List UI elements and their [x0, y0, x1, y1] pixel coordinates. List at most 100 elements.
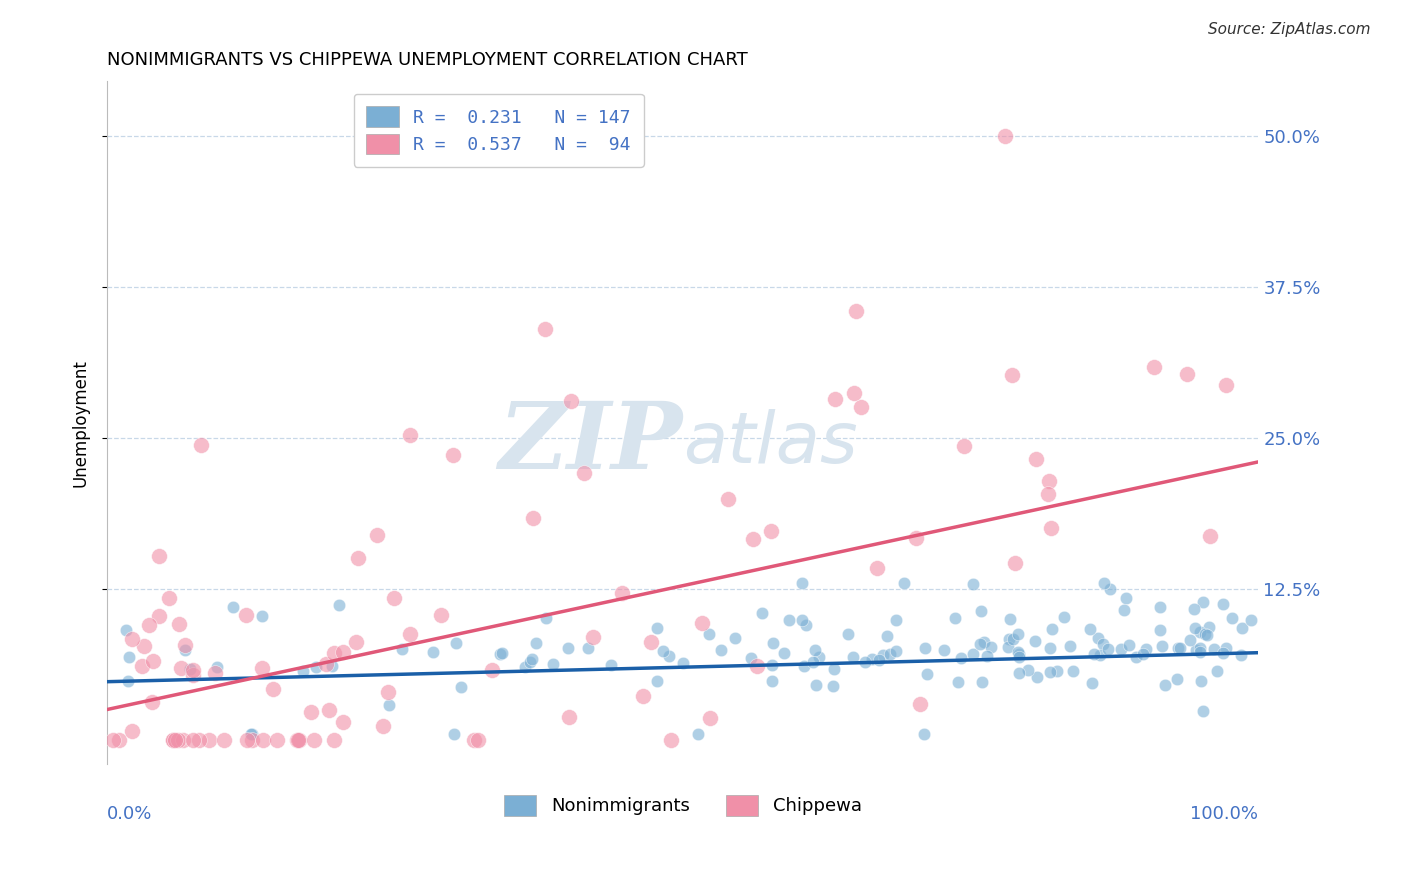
- Point: [240, 726, 263, 740]
- Point: [912, 726, 935, 740]
- Point: [522, 652, 544, 666]
- Point: [962, 647, 984, 661]
- Point: [801, 656, 824, 670]
- Point: [1038, 487, 1060, 501]
- Point: [288, 732, 311, 747]
- Point: [980, 640, 1002, 655]
- Point: [761, 657, 783, 672]
- Point: [422, 645, 444, 659]
- Point: [807, 650, 830, 665]
- Point: [804, 642, 827, 657]
- Point: [1115, 591, 1137, 605]
- Point: [183, 663, 205, 677]
- Point: [174, 638, 197, 652]
- Point: [1007, 627, 1029, 641]
- Point: [441, 449, 464, 463]
- Point: [1240, 613, 1263, 627]
- Point: [121, 632, 143, 646]
- Point: [399, 427, 422, 442]
- Point: [1206, 664, 1229, 678]
- Point: [1008, 647, 1031, 661]
- Point: [172, 732, 194, 747]
- Point: [823, 661, 845, 675]
- Point: [1059, 639, 1081, 653]
- Point: [162, 732, 184, 747]
- Point: [1154, 678, 1177, 692]
- Point: [1198, 529, 1220, 543]
- Point: [823, 679, 845, 693]
- Point: [1118, 638, 1140, 652]
- Point: [581, 630, 603, 644]
- Point: [491, 647, 513, 661]
- Point: [790, 575, 813, 590]
- Point: [868, 653, 890, 667]
- Point: [1195, 628, 1218, 642]
- Point: [450, 680, 472, 694]
- Point: [190, 438, 212, 452]
- Point: [997, 640, 1019, 654]
- Point: [1062, 664, 1084, 678]
- Point: [1166, 672, 1188, 686]
- Point: [994, 128, 1017, 143]
- Point: [724, 631, 747, 645]
- Point: [652, 644, 675, 658]
- Point: [212, 732, 235, 747]
- Point: [142, 654, 165, 668]
- Text: ZIP: ZIP: [499, 398, 683, 488]
- Point: [347, 550, 370, 565]
- Point: [344, 635, 367, 649]
- Point: [291, 664, 314, 678]
- Point: [1149, 600, 1171, 615]
- Point: [932, 642, 955, 657]
- Point: [366, 528, 388, 542]
- Point: [1040, 521, 1063, 535]
- Point: [519, 655, 541, 669]
- Point: [633, 689, 655, 703]
- Point: [382, 591, 405, 605]
- Point: [876, 630, 898, 644]
- Point: [118, 649, 141, 664]
- Point: [1142, 360, 1164, 375]
- Point: [793, 658, 815, 673]
- Point: [315, 657, 337, 671]
- Point: [645, 621, 668, 635]
- Point: [240, 732, 263, 747]
- Point: [1192, 595, 1215, 609]
- Point: [285, 732, 308, 747]
- Point: [328, 598, 350, 612]
- Point: [377, 685, 399, 699]
- Point: [250, 661, 273, 675]
- Point: [198, 732, 221, 747]
- Point: [976, 648, 998, 663]
- Point: [541, 657, 564, 671]
- Point: [884, 644, 907, 658]
- Point: [560, 393, 582, 408]
- Point: [162, 732, 184, 747]
- Point: [179, 662, 201, 676]
- Text: atlas: atlas: [683, 409, 858, 477]
- Point: [1188, 625, 1211, 640]
- Point: [1046, 664, 1069, 678]
- Point: [842, 386, 865, 401]
- Point: [1192, 705, 1215, 719]
- Point: [138, 617, 160, 632]
- Point: [1053, 610, 1076, 624]
- Point: [699, 627, 721, 641]
- Point: [946, 674, 969, 689]
- Point: [997, 632, 1019, 646]
- Point: [1038, 474, 1060, 488]
- Point: [1132, 647, 1154, 661]
- Point: [778, 613, 800, 627]
- Point: [304, 660, 326, 674]
- Point: [717, 492, 740, 507]
- Point: [557, 640, 579, 655]
- Point: [1230, 648, 1253, 662]
- Point: [742, 532, 765, 546]
- Point: [148, 549, 170, 563]
- Point: [252, 609, 274, 624]
- Point: [804, 678, 827, 692]
- Point: [855, 655, 877, 669]
- Point: [299, 705, 322, 719]
- Point: [747, 659, 769, 673]
- Point: [962, 576, 984, 591]
